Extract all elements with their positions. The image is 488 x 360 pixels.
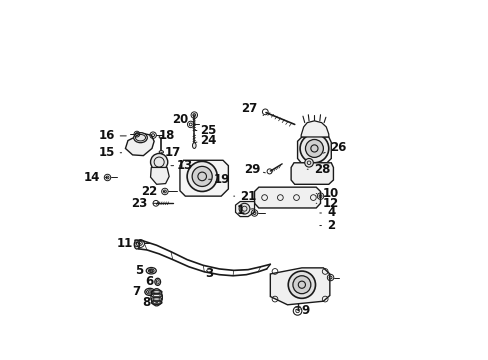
Polygon shape bbox=[270, 268, 329, 305]
Ellipse shape bbox=[148, 291, 151, 293]
Text: 6: 6 bbox=[145, 275, 158, 288]
Text: 5: 5 bbox=[135, 264, 151, 277]
Text: 9: 9 bbox=[297, 304, 309, 317]
Text: 11: 11 bbox=[116, 237, 140, 250]
Circle shape bbox=[192, 166, 212, 186]
Circle shape bbox=[292, 276, 310, 294]
Text: 14: 14 bbox=[83, 171, 107, 184]
Text: 26: 26 bbox=[323, 141, 346, 154]
Text: 25: 25 bbox=[195, 124, 216, 137]
Circle shape bbox=[149, 269, 152, 272]
Circle shape bbox=[239, 203, 249, 214]
Text: 24: 24 bbox=[195, 134, 216, 147]
Ellipse shape bbox=[151, 294, 162, 297]
Circle shape bbox=[192, 166, 212, 186]
Text: 7: 7 bbox=[132, 285, 146, 298]
Polygon shape bbox=[290, 163, 333, 184]
Circle shape bbox=[187, 161, 217, 192]
Circle shape bbox=[305, 139, 323, 157]
Ellipse shape bbox=[144, 288, 155, 296]
Text: 13: 13 bbox=[171, 159, 192, 172]
Circle shape bbox=[300, 134, 328, 163]
Text: 23: 23 bbox=[131, 197, 156, 210]
Text: 28: 28 bbox=[306, 163, 329, 176]
Ellipse shape bbox=[192, 143, 196, 148]
Polygon shape bbox=[150, 167, 169, 184]
Text: 17: 17 bbox=[161, 146, 181, 159]
Text: 19: 19 bbox=[208, 173, 230, 186]
Text: 22: 22 bbox=[141, 185, 164, 198]
Polygon shape bbox=[125, 134, 154, 156]
Circle shape bbox=[150, 153, 167, 171]
Polygon shape bbox=[254, 187, 320, 208]
Circle shape bbox=[300, 134, 328, 163]
Text: 15: 15 bbox=[98, 146, 122, 159]
Polygon shape bbox=[235, 202, 254, 217]
Polygon shape bbox=[180, 160, 228, 196]
Text: 2: 2 bbox=[319, 219, 334, 232]
Ellipse shape bbox=[151, 297, 162, 301]
Text: 8: 8 bbox=[142, 296, 158, 309]
Text: 29: 29 bbox=[244, 163, 265, 176]
Text: 12: 12 bbox=[316, 197, 338, 210]
Ellipse shape bbox=[155, 278, 160, 285]
Ellipse shape bbox=[134, 240, 139, 249]
Ellipse shape bbox=[146, 267, 156, 274]
Text: 21: 21 bbox=[233, 190, 256, 203]
Text: 27: 27 bbox=[241, 102, 263, 116]
Text: 4: 4 bbox=[319, 207, 335, 220]
Ellipse shape bbox=[133, 133, 147, 143]
Ellipse shape bbox=[151, 290, 162, 294]
Text: 3: 3 bbox=[204, 267, 213, 280]
Polygon shape bbox=[297, 137, 330, 163]
Ellipse shape bbox=[148, 269, 154, 273]
Text: 1: 1 bbox=[237, 204, 253, 217]
Ellipse shape bbox=[159, 150, 163, 153]
Text: 16: 16 bbox=[98, 129, 126, 143]
Ellipse shape bbox=[151, 301, 162, 305]
Text: 10: 10 bbox=[316, 187, 338, 200]
Circle shape bbox=[304, 158, 313, 167]
Circle shape bbox=[305, 139, 323, 157]
Polygon shape bbox=[301, 121, 328, 137]
Text: 20: 20 bbox=[172, 113, 194, 126]
Text: 18: 18 bbox=[156, 129, 175, 143]
Circle shape bbox=[287, 271, 315, 298]
Circle shape bbox=[187, 161, 217, 192]
